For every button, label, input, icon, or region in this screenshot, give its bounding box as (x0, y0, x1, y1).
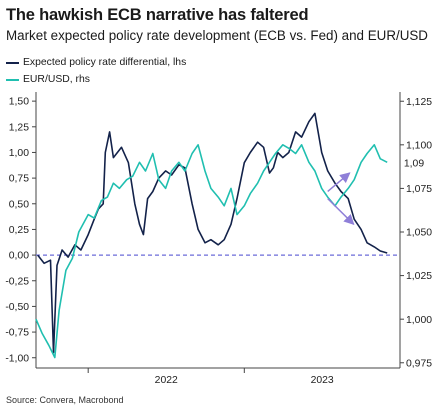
legend-label-spread: Expected policy rate differential, lhs (23, 57, 187, 68)
x-tick-label: 2022 (155, 375, 178, 386)
right-tick-label: 1,000 (406, 315, 432, 326)
left-tick-label: 0,50 (9, 199, 29, 210)
right-tick-label: 1,075 (406, 184, 432, 195)
annotation-arrow-down (327, 198, 355, 226)
left-tick-label: 0,25 (9, 225, 29, 236)
right-tick-label: 1,100 (406, 140, 432, 151)
annotation-label: 1,09 (404, 158, 424, 169)
legend-label-eurusd: EUR/USD, rhs (23, 74, 90, 85)
legend-swatch-eurusd (6, 78, 19, 81)
legend-swatch-spread (6, 61, 19, 64)
right-tick-label: 1,050 (406, 228, 432, 239)
right-tick-label: 1,125 (406, 97, 432, 108)
annotation-arrow-up (327, 172, 351, 193)
left-tick-label: -1,00 (5, 353, 29, 364)
left-tick-label: 1,25 (9, 122, 29, 133)
left-tick-label: 0,75 (9, 174, 29, 185)
x-tick-label: 2023 (311, 375, 334, 386)
left-tick-label: 1,00 (9, 148, 29, 159)
left-tick-label: 1,50 (9, 97, 29, 108)
legend-item-spread: Expected policy rate differential, lhs (6, 54, 186, 71)
series-line-eurusd (35, 144, 388, 359)
left-tick-label: -0,75 (5, 328, 29, 339)
chart-subtitle: Market expected policy rate development … (6, 28, 428, 43)
left-tick-label: 0,00 (9, 251, 29, 262)
left-tick-label: -0,50 (5, 302, 29, 313)
right-tick-label: 1,025 (406, 271, 432, 282)
chart-legend: Expected policy rate differential, lhs E… (6, 54, 186, 88)
legend-item-eurusd: EUR/USD, rhs (6, 71, 186, 88)
chart-title: The hawkish ECB narrative has faltered (6, 6, 309, 24)
right-tick-label: 0,975 (406, 358, 432, 369)
chart-source: Source: Convera, Macrobond (6, 395, 124, 405)
series-line-spread (37, 112, 388, 354)
left-tick-label: -0,25 (5, 276, 29, 287)
